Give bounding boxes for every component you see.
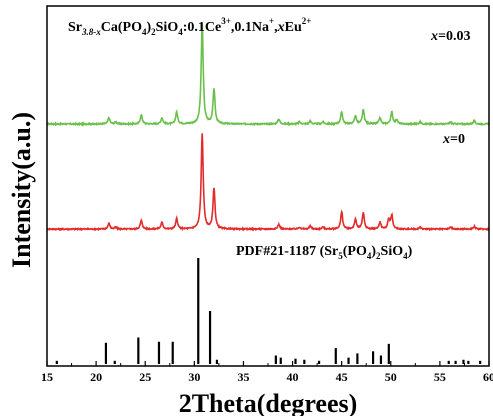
series-label-x0: x=0 [442,132,465,147]
x-tick-label: 60 [483,370,493,384]
reference-label: PDF#21-1187 (Sr5(PO4)2SiO4) [236,244,413,261]
x-tick-label: 45 [336,370,348,384]
x-axis-title: 2Theta(degrees) [179,389,358,416]
y-axis-title: Intensity(a.u.) [7,112,36,268]
x-tick-label: 50 [385,370,397,384]
chart-title: Sr3.8-xCa(PO4)2SiO4:0.1Ce3+,0.1Na+,xEu2+ [68,16,311,37]
x-tick-label: 40 [287,370,299,384]
series-line-x-0 [46,133,490,232]
plot-frame [46,5,490,367]
reference-sticks-layer [55,258,482,364]
series-line-x-0-03 [46,23,490,128]
x-axis-ticks: 15 20 25 30 35 40 45 50 55 60 [41,361,493,384]
traces-layer [46,23,490,232]
x-tick-label: 30 [188,370,200,384]
series-label-x003: x=0.03 [430,29,470,44]
x-tick-label: 55 [434,370,446,384]
x-tick-label: 25 [139,370,151,384]
x-tick-label: 35 [237,370,249,384]
x-tick-label: 15 [41,370,53,384]
x-tick-label: 20 [90,370,102,384]
